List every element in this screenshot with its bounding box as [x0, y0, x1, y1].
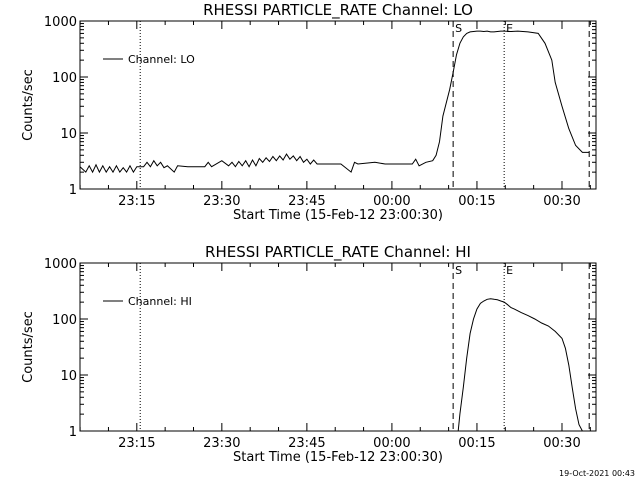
y-tick-label: 1000	[44, 257, 77, 272]
chart-title: RHESSI PARTICLE_RATE Channel: LO	[203, 1, 473, 20]
data-series-line	[457, 298, 583, 432]
data-series-line	[79, 30, 590, 174]
x-axis-label: Start Time (15-Feb-12 23:00:30)	[233, 450, 443, 465]
x-tick-label: 23:15	[118, 436, 155, 451]
x-tick-label: 23:45	[288, 194, 325, 209]
y-tick-label: 1	[69, 183, 77, 198]
y-axis-label: Counts/sec	[21, 311, 36, 383]
marker-label: S	[455, 22, 462, 35]
y-tick-label: 10	[60, 127, 77, 142]
y-tick-label: 100	[52, 313, 77, 328]
x-axis-label: Start Time (15-Feb-12 23:00:30)	[233, 208, 443, 223]
plot-frame	[79, 20, 597, 190]
marker-label: S	[455, 264, 462, 277]
x-tick-label: 23:45	[288, 436, 325, 451]
x-tick-label: 00:15	[458, 436, 495, 451]
x-tick-label: 23:15	[118, 194, 155, 209]
y-tick-label: 10	[60, 369, 77, 384]
y-axis-label: Counts/sec	[21, 69, 36, 141]
x-tick-label: 00:30	[543, 436, 580, 451]
chart-title: RHESSI PARTICLE_RATE Channel: HI	[205, 243, 471, 262]
x-tick-label: 00:00	[373, 436, 410, 451]
x-tick-label: 00:15	[458, 194, 495, 209]
legend-entry: Channel: LO	[128, 53, 195, 66]
x-tick-label: 23:30	[203, 436, 240, 451]
x-tick-label: 23:30	[203, 194, 240, 209]
plot-frame	[79, 262, 597, 432]
chart-panel-lo: RHESSI PARTICLE_RATE Channel: LO 23:15 23:…	[21, 1, 597, 223]
y-tick-label: 100	[52, 71, 77, 86]
x-tick-label: 00:00	[373, 194, 410, 209]
y-tick-label: 1	[69, 425, 77, 440]
legend-entry: Channel: HI	[128, 295, 192, 308]
timestamp-label: 19-Oct-2021 00:43	[559, 469, 635, 478]
chart-panel-hi: RHESSI PARTICLE_RATE Channel: HI 23:15 23:…	[21, 243, 597, 465]
marker-label: E	[506, 22, 513, 35]
x-tick-label: 00:30	[543, 194, 580, 209]
marker-label: E	[506, 264, 513, 277]
y-tick-label: 1000	[44, 15, 77, 30]
